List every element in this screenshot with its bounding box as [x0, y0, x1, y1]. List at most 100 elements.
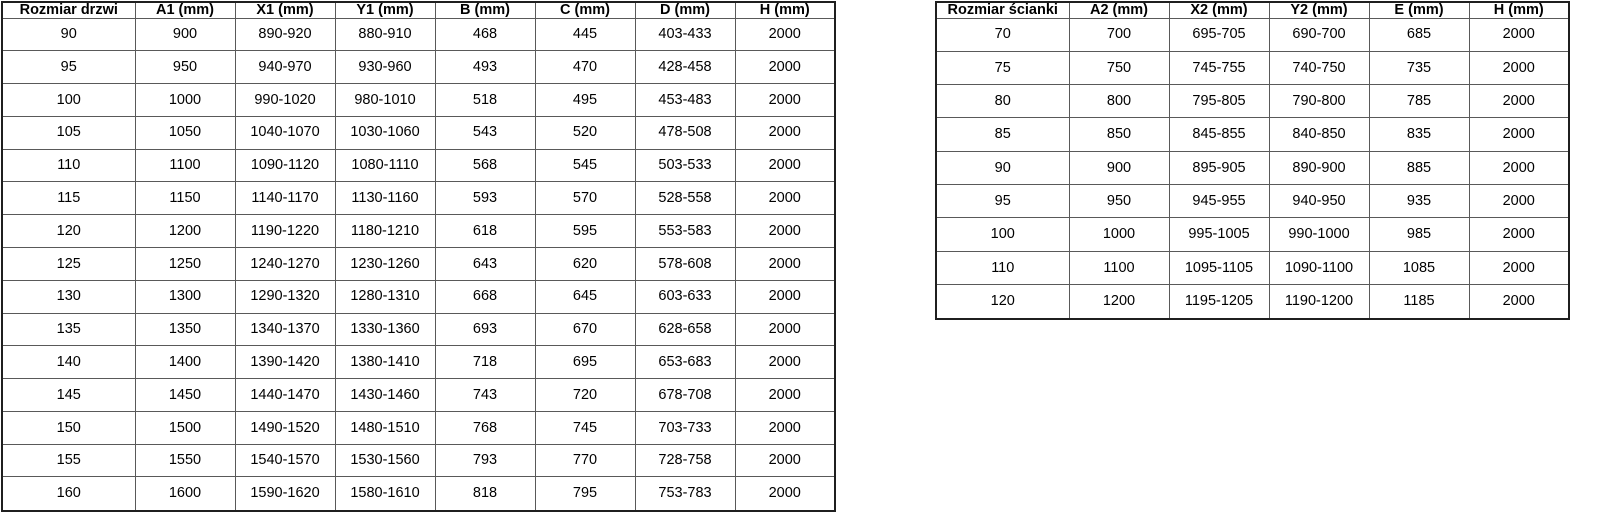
table-cell: 1280-1310: [334, 279, 436, 314]
table-cell: 130: [1, 279, 136, 314]
table-cell: 528-558: [634, 181, 736, 216]
table-cell: 593: [434, 181, 536, 216]
table-cell: 1100: [134, 148, 236, 183]
table-cell: 785: [1368, 84, 1470, 119]
table-row: 130 1300 1290-1320 1280-1310 668 645 603-633 20…: [1, 279, 836, 314]
table-cell: 1085: [1368, 250, 1470, 286]
table-cell: 1550: [134, 443, 236, 478]
column-header: X1 (mm): [234, 1, 336, 19]
table-cell: 818: [434, 476, 536, 512]
wall-sizes-table-body: 70 700 695-705 690-700 685 2000 75 750 745-755 74…: [935, 17, 1570, 320]
table-cell: 1050: [134, 115, 236, 150]
table-cell: 1240-1270: [234, 246, 336, 281]
table-cell: 900: [1068, 150, 1170, 186]
table-row: 140 1400 1390-1420 1380-1410 718 695 653-683 20…: [1, 345, 836, 380]
table-cell: 793: [434, 443, 536, 478]
table-row: 75 750 745-755 740-750 735 2000: [935, 50, 1570, 86]
column-header: Rozmiar ścianki: [935, 1, 1070, 19]
table-cell: 603-633: [634, 279, 736, 314]
table-cell: 495: [534, 83, 636, 117]
table-cell: 2000: [734, 312, 836, 347]
table-cell: 1190-1200: [1268, 284, 1370, 320]
table-cell: 950: [1068, 184, 1170, 219]
table-cell: 570: [534, 181, 636, 216]
table-row: 120 1200 1190-1220 1180-1210 618 595 553-583 20…: [1, 214, 836, 248]
table-cell: 553-583: [634, 214, 736, 248]
table-cell: 1100: [1068, 250, 1170, 286]
table-cell: 1400: [134, 345, 236, 380]
table-cell: 150: [1, 410, 136, 445]
table-cell: 1230-1260: [334, 246, 436, 281]
column-header: B (mm): [434, 1, 536, 19]
table-cell: 768: [434, 410, 536, 445]
table-cell: 850: [1068, 117, 1170, 152]
table-cell: 795-805: [1168, 84, 1270, 119]
table-cell: 145: [1, 378, 136, 412]
table-cell: 1185: [1368, 284, 1470, 320]
table-cell: 2000: [1468, 50, 1570, 86]
table-cell: 1250: [134, 246, 236, 281]
table-row: 100 1000 995-1005 990-1000 985 2000: [935, 217, 1570, 252]
table-cell: 1300: [134, 279, 236, 314]
table-cell: 2000: [734, 181, 836, 216]
table-row: 125 1250 1240-1270 1230-1260 643 620 578-608 20…: [1, 246, 836, 281]
table-cell: 100: [1, 83, 136, 117]
table-cell: 518: [434, 83, 536, 117]
table-cell: 945-955: [1168, 184, 1270, 219]
table-row: 100 1000 990-1020 980-1010 518 495 453-483 2000: [1, 83, 836, 117]
table-cell: 2000: [1468, 184, 1570, 219]
table-cell: 990-1000: [1268, 217, 1370, 252]
table-cell: 728-758: [634, 443, 736, 478]
table-cell: 895-905: [1168, 150, 1270, 186]
table-cell: 1190-1220: [234, 214, 336, 248]
table-cell: 743: [434, 378, 536, 412]
table-cell: 2000: [734, 83, 836, 117]
table-cell: 745: [534, 410, 636, 445]
table-row: 90 900 895-905 890-900 885 2000: [935, 150, 1570, 186]
table-cell: 890-920: [234, 17, 336, 52]
table-cell: 120: [935, 284, 1070, 320]
table-cell: 2000: [734, 410, 836, 445]
table-cell: 1380-1410: [334, 345, 436, 380]
table-cell: 95: [935, 184, 1070, 219]
table-cell: 120: [1, 214, 136, 248]
table-cell: 653-683: [634, 345, 736, 380]
table-cell: 695: [534, 345, 636, 380]
table-cell: 1580-1610: [334, 476, 436, 512]
table-cell: 445: [534, 17, 636, 52]
table-cell: 753-783: [634, 476, 736, 512]
table-cell: 90: [1, 17, 136, 52]
table-cell: 1090-1120: [234, 148, 336, 183]
table-cell: 645: [534, 279, 636, 314]
column-header: D (mm): [634, 1, 736, 19]
table-cell: 2000: [734, 443, 836, 478]
table-cell: 1290-1320: [234, 279, 336, 314]
table-cell: 840-850: [1268, 117, 1370, 152]
table-cell: 950: [134, 50, 236, 85]
column-header: Y1 (mm): [334, 1, 436, 19]
table-row: 105 1050 1040-1070 1030-1060 543 520 478-508 20…: [1, 115, 836, 150]
column-header: A1 (mm): [134, 1, 236, 19]
table-cell: 1490-1520: [234, 410, 336, 445]
header-row: Rozmiar drzwi A1 (mm) X1 (mm) Y1 (mm) B (mm)…: [1, 1, 836, 19]
table-row: 145 1450 1440-1470 1430-1460 743 720 678-708 20…: [1, 378, 836, 412]
table-cell: 155: [1, 443, 136, 478]
header-row: Rozmiar ścianki A2 (mm) X2 (mm) Y2 (mm) E (m…: [935, 1, 1570, 19]
table-cell: 940-950: [1268, 184, 1370, 219]
table-cell: 1000: [134, 83, 236, 117]
table-cell: 2000: [734, 17, 836, 52]
table-cell: 685: [1368, 17, 1470, 52]
table-cell: 428-458: [634, 50, 736, 85]
door-sizes-table-body: 90 900 890-920 880-910 468 445 403-433 2000 95 95…: [1, 17, 836, 512]
table-row: 70 700 695-705 690-700 685 2000: [935, 17, 1570, 52]
table-cell: 995-1005: [1168, 217, 1270, 252]
table-cell: 1090-1100: [1268, 250, 1370, 286]
table-cell: 1130-1160: [334, 181, 436, 216]
table-cell: 628-658: [634, 312, 736, 347]
table-cell: 1330-1360: [334, 312, 436, 347]
table-cell: 985: [1368, 217, 1470, 252]
table-cell: 2000: [734, 50, 836, 85]
table-cell: 568: [434, 148, 536, 183]
table-cell: 1600: [134, 476, 236, 512]
